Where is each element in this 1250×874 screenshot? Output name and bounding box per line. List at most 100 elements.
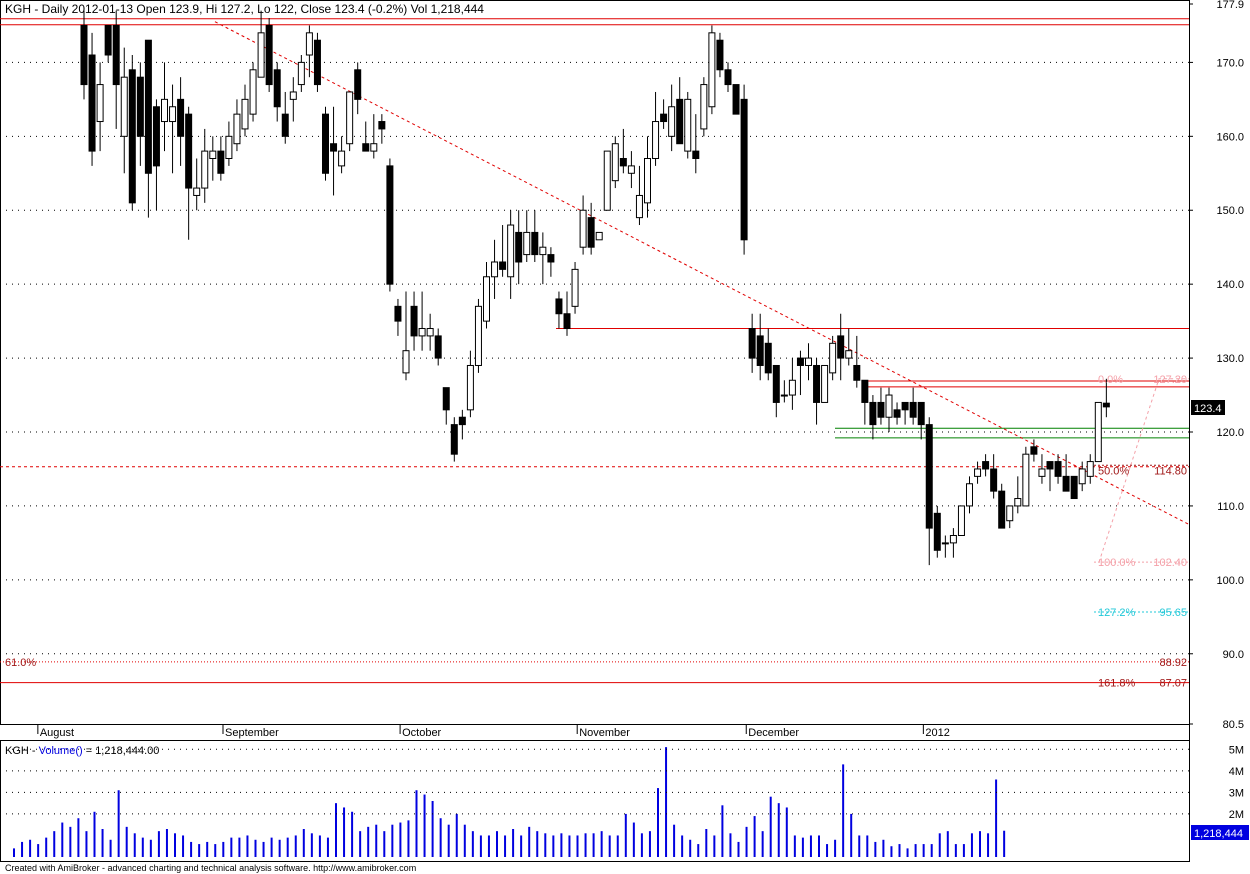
volume-tick-label: 2M xyxy=(1229,809,1244,821)
candle-up xyxy=(611,143,619,182)
candle-up xyxy=(402,350,410,374)
candle-up xyxy=(700,84,708,130)
candle-down xyxy=(933,512,941,551)
candle-down xyxy=(925,424,933,529)
candle-down xyxy=(458,416,466,426)
candle-down xyxy=(531,231,539,256)
candle-up xyxy=(780,394,788,397)
candle-up xyxy=(974,468,982,477)
candle-down xyxy=(273,69,281,108)
volume-series xyxy=(13,747,1006,857)
footer-credit: Created with AmiBroker - advanced charti… xyxy=(5,863,416,873)
candle-down xyxy=(716,39,724,71)
candle-up xyxy=(652,121,660,159)
fib-label-percent: 50.0% xyxy=(1098,465,1129,477)
last-close-badge xyxy=(1191,400,1225,415)
candle-up xyxy=(1022,453,1030,507)
candle-up xyxy=(788,379,796,396)
candle-up xyxy=(885,394,893,418)
candle-down xyxy=(136,76,144,137)
candle-up xyxy=(418,328,426,337)
candle-up xyxy=(635,194,643,219)
candle-down xyxy=(917,401,925,426)
candle-down xyxy=(547,254,555,263)
candlestick-series xyxy=(80,10,1110,566)
volume-title: KGH - Volume() = 1,218,444.00 xyxy=(5,745,159,757)
fib-label-percent: 0.0% xyxy=(1098,374,1123,386)
month-label: August xyxy=(40,727,74,739)
candle-down xyxy=(362,143,370,152)
candle-up xyxy=(821,364,829,403)
candle-down xyxy=(322,113,329,174)
candle-up xyxy=(684,98,692,152)
price-tick-label: 140.0 xyxy=(1216,279,1244,291)
fib-labels: 0.0% 127.20 50.0% 114.80 100.0% 102.40 127.2% 9… xyxy=(5,374,1187,690)
candle-up xyxy=(949,534,957,544)
candle-up xyxy=(941,542,949,545)
candle-up xyxy=(539,246,547,256)
candle-up xyxy=(483,276,490,322)
candle-up xyxy=(193,187,201,196)
candle-down xyxy=(265,24,273,86)
candle-up xyxy=(523,231,531,256)
trend-line xyxy=(214,21,1190,525)
date-axis: August September October November December 20… xyxy=(37,724,950,739)
candle-up xyxy=(507,224,515,278)
candle-down xyxy=(442,387,450,411)
candle-down xyxy=(217,150,225,174)
volume-tick-label: 4M xyxy=(1229,766,1244,778)
candle-up xyxy=(845,350,853,359)
price-tick-label: 160.0 xyxy=(1216,131,1244,143)
candle-down xyxy=(692,150,700,159)
candle-down xyxy=(1102,402,1110,408)
candle-down xyxy=(1070,475,1078,500)
candle-up xyxy=(1078,468,1086,485)
fib-label-value: 127.20 xyxy=(1153,374,1187,386)
candle-down xyxy=(813,364,821,403)
candle-down xyxy=(330,143,338,152)
month-label: October xyxy=(402,727,441,739)
candle-up xyxy=(120,76,128,137)
candle-down xyxy=(740,98,748,241)
candle-up xyxy=(627,165,635,174)
price-tick-label: 170.0 xyxy=(1216,57,1244,69)
candle-down xyxy=(394,305,402,322)
candle-up xyxy=(346,91,354,145)
candle-up xyxy=(225,135,233,159)
candle-up xyxy=(644,157,651,204)
candle-up xyxy=(491,261,499,278)
candle-down xyxy=(861,379,869,403)
volume-pane-frame xyxy=(0,740,1190,862)
candle-down xyxy=(909,401,917,418)
price-pane-frame xyxy=(0,0,1190,725)
candle-down xyxy=(619,157,627,167)
candle-up xyxy=(338,150,346,167)
chart-title: KGH - Daily 2012-01-13 Open 123.9, Hi 12… xyxy=(5,2,484,16)
candle-up xyxy=(297,61,305,86)
fib-label-percent: 100.0% xyxy=(1098,557,1136,569)
candle-down xyxy=(563,313,571,330)
price-tick-label: 150.0 xyxy=(1216,205,1244,217)
volume-title-value: = 1,218,444.00 xyxy=(83,745,160,757)
candle-up xyxy=(966,483,973,507)
candle-down xyxy=(1062,475,1070,492)
volume-tick-label: 3M xyxy=(1229,787,1244,799)
fib-label-value: 88.92 xyxy=(1159,657,1187,669)
price-levels xyxy=(0,18,1190,684)
candle-up xyxy=(1094,401,1102,463)
month-label: September xyxy=(225,727,279,739)
candle-down xyxy=(515,231,523,263)
price-tick-label: 177.9 xyxy=(1216,0,1244,11)
candle-down xyxy=(386,165,394,285)
fib-label-value: 87.07 xyxy=(1159,678,1187,690)
candle-down xyxy=(732,84,740,115)
candle-down xyxy=(450,424,458,455)
fib-label-percent: 161.8% xyxy=(1098,678,1136,690)
candle-down xyxy=(88,54,96,152)
candle-up xyxy=(201,150,209,189)
candle-up xyxy=(289,91,297,100)
candle-up xyxy=(1006,505,1014,522)
fib-swing-line xyxy=(1098,378,1189,563)
candle-down xyxy=(998,490,1006,529)
